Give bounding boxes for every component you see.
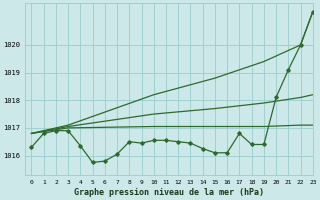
- X-axis label: Graphe pression niveau de la mer (hPa): Graphe pression niveau de la mer (hPa): [74, 188, 264, 197]
